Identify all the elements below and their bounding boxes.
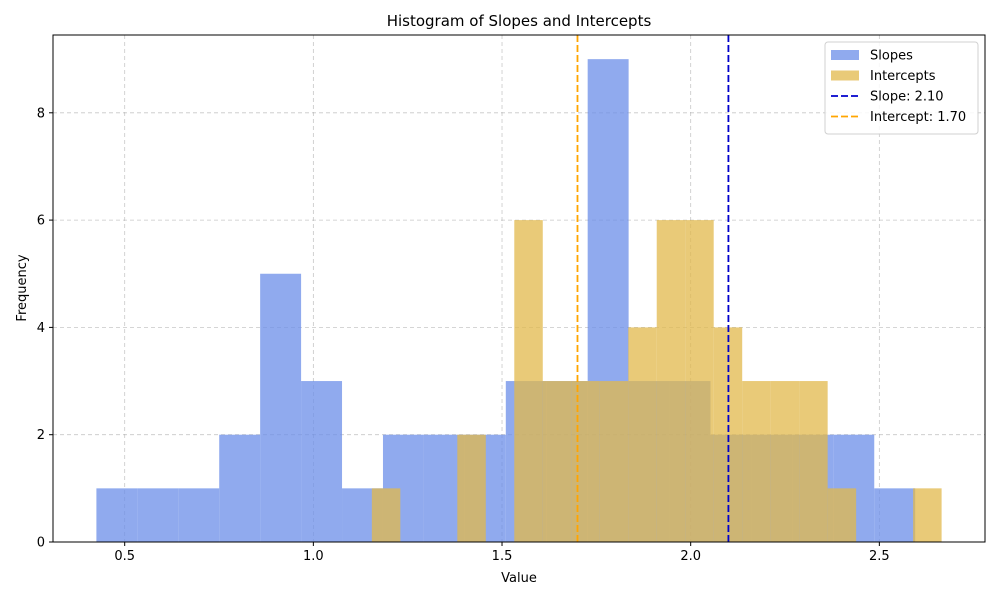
slopes-bar <box>178 488 220 542</box>
intercepts-bar <box>371 488 401 542</box>
intercepts-bar <box>770 381 800 542</box>
intercepts-bar <box>571 381 600 542</box>
intercepts-series <box>371 220 942 542</box>
legend-label-slope-2-10: Slope: 2.10 <box>870 90 944 105</box>
x-tick-label: 1.5 <box>492 549 513 564</box>
legend: Slopes Intercepts Slope: 2.10 Intercept: 1.… <box>824 41 979 135</box>
intercepts-bar <box>913 488 942 542</box>
slopes-bar <box>219 434 261 542</box>
legend-label-intercepts: Intercepts <box>870 69 936 84</box>
reference-lines-layer <box>576 35 730 542</box>
y-tick-label: 4 <box>37 321 45 336</box>
slopes-bar <box>96 488 138 542</box>
intercepts-bar <box>514 220 543 542</box>
intercepts-bar <box>799 381 828 542</box>
intercepts-bar <box>628 327 657 542</box>
intercepts-bar <box>457 434 486 542</box>
x-axis-label: Value <box>501 571 537 586</box>
legend-swatch-slopes <box>831 50 859 60</box>
legend-swatch-intercepts <box>831 70 859 81</box>
legend-label-slopes: Slopes <box>870 49 913 64</box>
slopes-bar <box>137 488 179 542</box>
y-tick-label: 2 <box>37 428 45 443</box>
intercepts-bar <box>827 488 857 542</box>
intercepts-bar <box>542 381 572 542</box>
slopes-bar <box>874 488 916 542</box>
legend-label-intercept-1-70: Intercept: 1.70 <box>870 110 966 125</box>
x-tick-label: 2.0 <box>680 549 701 564</box>
plot-frame <box>52 34 986 543</box>
slopes-bar <box>301 381 343 542</box>
intercepts-bar <box>742 381 771 542</box>
y-axis-label: Frequency <box>15 254 30 321</box>
x-tick-label: 0.5 <box>114 549 135 564</box>
y-tick-label: 8 <box>37 106 45 121</box>
chart-title: Histogram of Slopes and Intercepts <box>387 12 652 30</box>
ticks-layer: 0.5 1.0 1.5 2.0 2.5 0 2 4 6 8 <box>37 106 890 564</box>
x-tick-label: 1.0 <box>303 549 324 564</box>
intercepts-bar <box>685 220 714 542</box>
y-tick-label: 0 <box>37 536 45 551</box>
legend-box <box>824 41 979 135</box>
x-tick-label: 2.5 <box>869 549 890 564</box>
slopes-bar <box>260 273 302 542</box>
bars-layer <box>96 59 942 543</box>
y-tick-label: 6 <box>37 214 45 229</box>
intercepts-bar <box>656 220 686 542</box>
intercepts-bar <box>599 381 629 542</box>
